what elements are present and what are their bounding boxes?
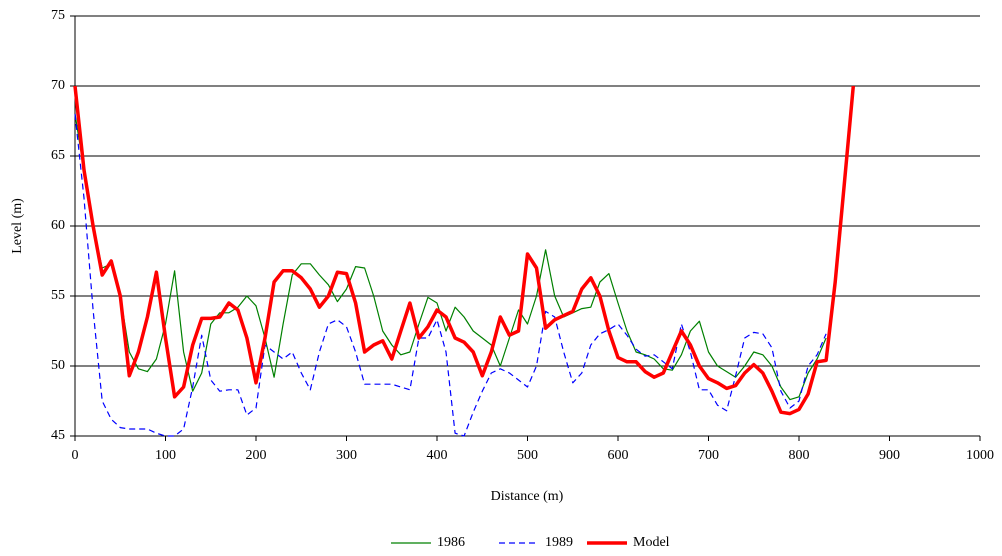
- x-tick-label: 600: [608, 448, 629, 463]
- legend-label: 1989: [545, 535, 573, 550]
- x-tick-label: 200: [246, 448, 267, 463]
- y-tick-label: 65: [51, 148, 65, 163]
- x-tick-label: 400: [427, 448, 448, 463]
- x-axis-title: Distance (m): [491, 489, 564, 504]
- y-tick-label: 70: [51, 78, 65, 93]
- series-line: [74, 113, 827, 401]
- x-tick-label: 1000: [966, 448, 994, 463]
- x-tick-label: 100: [155, 448, 176, 463]
- x-tick-label: 800: [789, 448, 810, 463]
- legend-label: 1986: [437, 535, 465, 550]
- x-tick-label: 0: [72, 448, 79, 463]
- y-tick-label: 75: [51, 8, 65, 23]
- series-line: [74, 113, 827, 437]
- y-axis-title: Level (m): [10, 198, 25, 254]
- x-tick-label: 500: [517, 448, 538, 463]
- x-tick-label: 700: [698, 448, 719, 463]
- series-line: [73, 85, 856, 416]
- y-tick-label: 45: [51, 428, 65, 443]
- y-tick-label: 50: [51, 358, 65, 373]
- y-tick-label: 60: [51, 218, 65, 233]
- x-tick-label: 900: [879, 448, 900, 463]
- x-tick-label: 300: [336, 448, 357, 463]
- legend-label: Model: [633, 535, 670, 550]
- y-tick-label: 55: [51, 288, 65, 303]
